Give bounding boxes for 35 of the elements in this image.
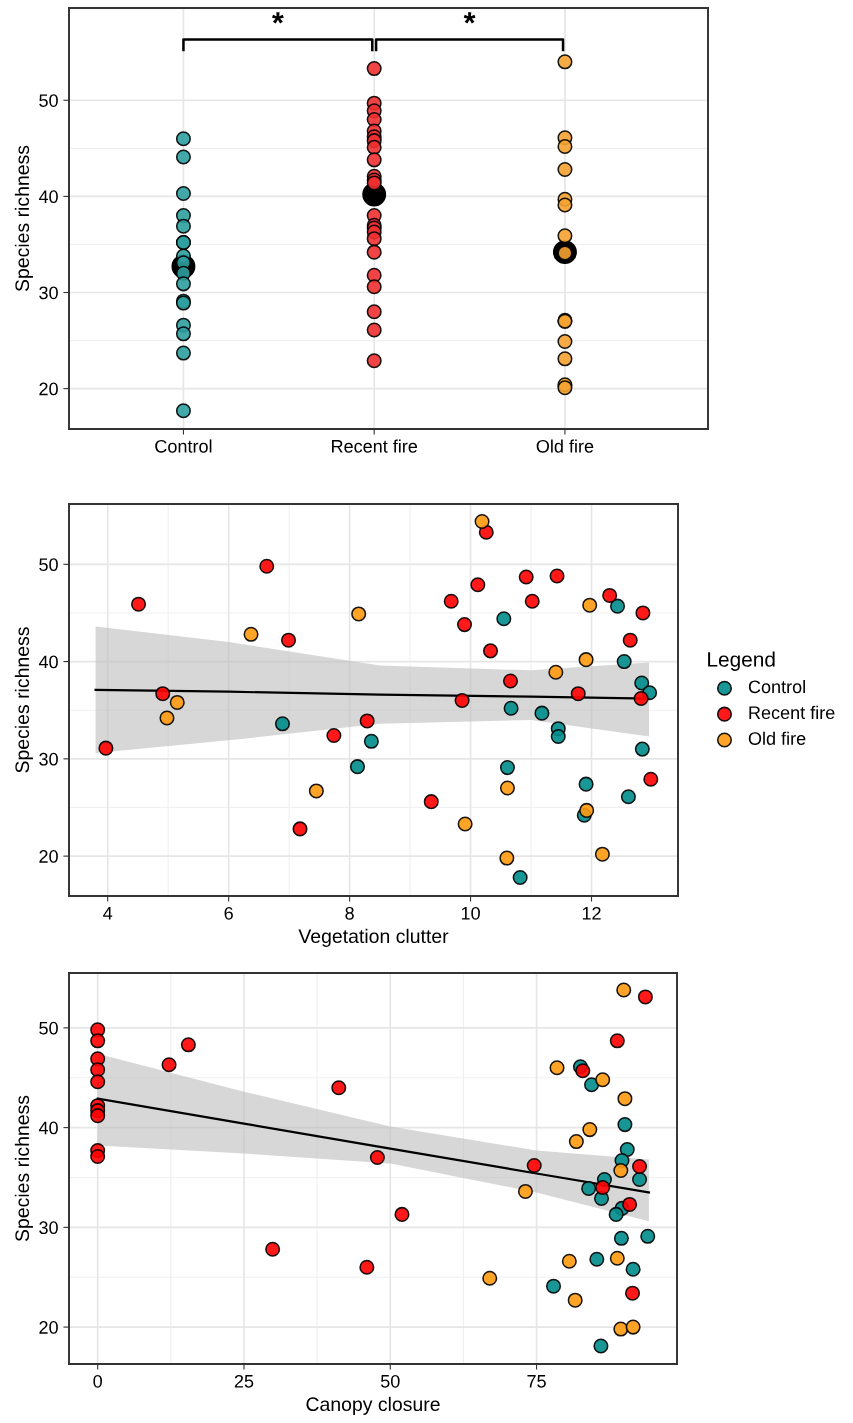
y-axis-title: Species richness [14, 145, 33, 292]
y-tick-label: 20 [39, 1321, 58, 1334]
y-tick-label: 50 [39, 558, 58, 572]
y-tick-label: 30 [39, 286, 58, 300]
y-tick-label: 30 [39, 752, 58, 766]
legend-label: Old fire [748, 731, 806, 745]
x-tick-label: 6 [224, 906, 233, 920]
y-tick-label: 40 [38, 655, 58, 669]
x-tick-label: 4 [103, 907, 113, 920]
annotation: * [272, 12, 284, 24]
legend-label: Control [748, 679, 805, 694]
y-tick-label: 50 [39, 1021, 58, 1035]
x-tick-label: 25 [234, 1374, 254, 1388]
x-tick-label: Old fire [536, 439, 594, 453]
annotation: * [463, 12, 476, 24]
y-axis-title: Species richness [14, 627, 33, 773]
y-axis-title: Species richness [14, 1095, 33, 1242]
x-tick-label: 50 [380, 1374, 400, 1388]
y-tick-label: 20 [39, 850, 58, 863]
x-axis-title: Canopy closure [306, 1396, 440, 1415]
legend-title: Legend [708, 651, 775, 671]
x-tick-label: 0 [93, 1374, 102, 1388]
y-tick-label: 40 [38, 190, 58, 204]
x-tick-label: Recent fire [332, 439, 418, 453]
legend-label: Recent fire [749, 705, 835, 720]
y-tick-label: 50 [39, 94, 58, 107]
x-tick-label: 75 [527, 1375, 546, 1388]
x-axis-title: Vegetation clutter [298, 928, 449, 947]
x-tick-label: 12 [582, 906, 601, 920]
x-tick-label: Control [155, 439, 212, 453]
y-tick-label: 20 [39, 382, 58, 396]
x-tick-label: 10 [461, 906, 480, 920]
x-tick-label: 8 [345, 906, 354, 920]
y-tick-label: 30 [39, 1221, 58, 1235]
y-tick-label: 40 [38, 1121, 58, 1135]
